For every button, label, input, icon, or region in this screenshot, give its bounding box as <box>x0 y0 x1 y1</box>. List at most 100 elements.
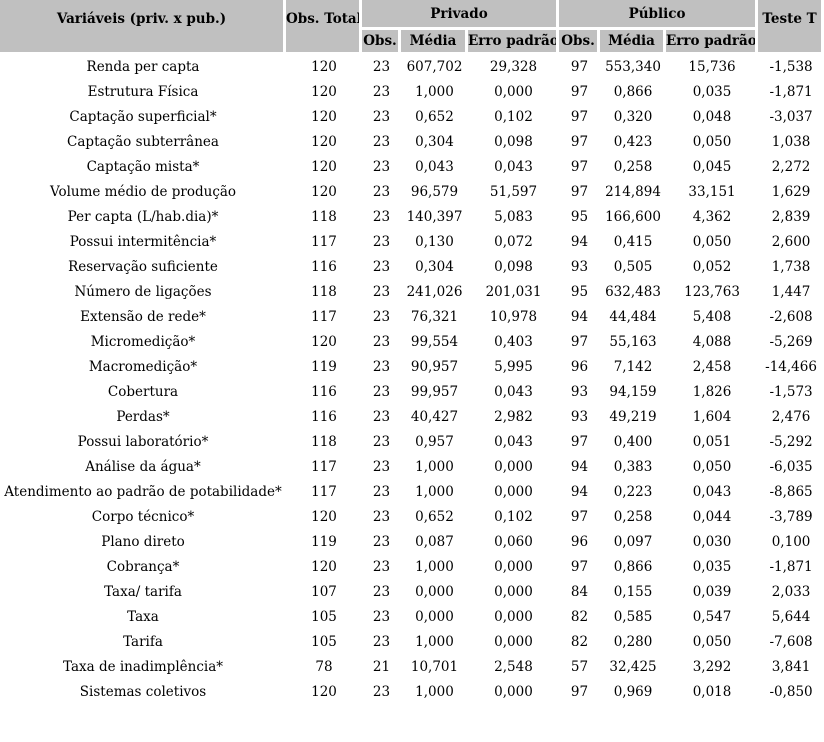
privado-media-cell: 241,026 <box>401 280 468 305</box>
publico-obs-cell: 97 <box>559 430 601 455</box>
privado-obs-cell: 21 <box>362 655 401 680</box>
table-row: Taxa 105 23 0,000 0,000 82 0,585 0,547 5… <box>0 605 824 630</box>
obs-total-cell: 118 <box>286 280 362 305</box>
t-test-comparison-table: Variáveis (priv. x pub.) Obs. Total Priv… <box>0 0 824 705</box>
obs-total-cell: 119 <box>286 355 362 380</box>
privado-erro-padrao-cell: 0,102 <box>468 505 560 530</box>
privado-obs-cell: 23 <box>362 105 401 130</box>
privado-obs-cell: 23 <box>362 480 401 505</box>
privado-obs-cell: 23 <box>362 80 401 105</box>
privado-erro-padrao-cell: 0,000 <box>468 455 560 480</box>
privado-media-cell: 0,304 <box>401 255 468 280</box>
privado-media-cell: 40,427 <box>401 405 468 430</box>
publico-media-cell: 632,483 <box>600 280 667 305</box>
col-header-publico-obs: Obs. <box>559 30 601 55</box>
col-header-publico-erro-padrao: Erro padrão <box>666 30 759 55</box>
privado-erro-padrao-cell: 51,597 <box>468 180 560 205</box>
publico-obs-cell: 97 <box>559 555 601 580</box>
obs-total-cell: 120 <box>286 330 362 355</box>
table-row: Renda per capta 120 23 607,702 29,328 97… <box>0 55 824 80</box>
privado-erro-padrao-cell: 0,000 <box>468 80 560 105</box>
table-row: Captação mista* 120 23 0,043 0,043 97 0,… <box>0 155 824 180</box>
privado-obs-cell: 23 <box>362 505 401 530</box>
col-header-privado-erro-padrao: Erro padrão <box>468 30 560 55</box>
privado-erro-padrao-cell: 10,978 <box>468 305 560 330</box>
publico-obs-cell: 82 <box>559 605 601 630</box>
publico-media-cell: 0,866 <box>600 80 667 105</box>
variable-name-cell: Perdas* <box>0 405 286 430</box>
privado-obs-cell: 23 <box>362 605 401 630</box>
variable-name-cell: Estrutura Física <box>0 80 286 105</box>
publico-media-cell: 49,219 <box>600 405 667 430</box>
obs-total-cell: 120 <box>286 55 362 80</box>
privado-obs-cell: 23 <box>362 530 401 555</box>
obs-total-cell: 120 <box>286 505 362 530</box>
table-header: Variáveis (priv. x pub.) Obs. Total Priv… <box>0 0 824 55</box>
privado-erro-padrao-cell: 0,102 <box>468 105 560 130</box>
privado-media-cell: 96,579 <box>401 180 468 205</box>
obs-total-cell: 120 <box>286 680 362 705</box>
privado-obs-cell: 23 <box>362 205 401 230</box>
privado-erro-padrao-cell: 0,043 <box>468 430 560 455</box>
publico-media-cell: 55,163 <box>600 330 667 355</box>
privado-obs-cell: 23 <box>362 130 401 155</box>
privado-obs-cell: 23 <box>362 680 401 705</box>
publico-media-cell: 0,320 <box>600 105 667 130</box>
publico-erro-padrao-cell: 0,035 <box>666 555 759 580</box>
publico-obs-cell: 93 <box>559 255 601 280</box>
col-header-privado-media: Média <box>401 30 468 55</box>
variable-name-cell: Plano direto <box>0 530 286 555</box>
publico-media-cell: 0,400 <box>600 430 667 455</box>
publico-erro-padrao-cell: 0,044 <box>666 505 759 530</box>
obs-total-cell: 117 <box>286 230 362 255</box>
privado-media-cell: 1,000 <box>401 455 468 480</box>
privado-erro-padrao-cell: 201,031 <box>468 280 560 305</box>
privado-obs-cell: 23 <box>362 555 401 580</box>
privado-media-cell: 0,957 <box>401 430 468 455</box>
table-row: Macromedição* 119 23 90,957 5,995 96 7,1… <box>0 355 824 380</box>
publico-erro-padrao-cell: 1,826 <box>666 380 759 405</box>
teste-t-cell: -3,789 <box>758 505 824 530</box>
col-group-publico: Público <box>559 0 759 30</box>
obs-total-cell: 78 <box>286 655 362 680</box>
variable-name-cell: Volume médio de produção <box>0 180 286 205</box>
privado-erro-padrao-cell: 5,083 <box>468 205 560 230</box>
privado-media-cell: 0,000 <box>401 580 468 605</box>
privado-obs-cell: 23 <box>362 430 401 455</box>
publico-obs-cell: 57 <box>559 655 601 680</box>
publico-erro-padrao-cell: 4,362 <box>666 205 759 230</box>
variable-name-cell: Captação superficial* <box>0 105 286 130</box>
variable-name-cell: Macromedição* <box>0 355 286 380</box>
publico-obs-cell: 94 <box>559 455 601 480</box>
publico-erro-padrao-cell: 0,547 <box>666 605 759 630</box>
privado-erro-padrao-cell: 0,000 <box>468 630 560 655</box>
publico-media-cell: 214,894 <box>600 180 667 205</box>
publico-erro-padrao-cell: 5,408 <box>666 305 759 330</box>
publico-obs-cell: 97 <box>559 680 601 705</box>
teste-t-cell: -1,871 <box>758 555 824 580</box>
teste-t-cell: -7,608 <box>758 630 824 655</box>
obs-total-cell: 118 <box>286 205 362 230</box>
variable-name-cell: Captação subterrânea <box>0 130 286 155</box>
obs-total-cell: 107 <box>286 580 362 605</box>
teste-t-cell: 2,839 <box>758 205 824 230</box>
privado-erro-padrao-cell: 0,043 <box>468 380 560 405</box>
publico-obs-cell: 94 <box>559 480 601 505</box>
variable-name-cell: Extensão de rede* <box>0 305 286 330</box>
teste-t-cell: -1,573 <box>758 380 824 405</box>
variable-name-cell: Número de ligações <box>0 280 286 305</box>
privado-media-cell: 1,000 <box>401 80 468 105</box>
publico-obs-cell: 93 <box>559 405 601 430</box>
teste-t-cell: 5,644 <box>758 605 824 630</box>
privado-media-cell: 1,000 <box>401 480 468 505</box>
publico-erro-padrao-cell: 0,052 <box>666 255 759 280</box>
table-row: Taxa de inadimplência* 78 21 10,701 2,54… <box>0 655 824 680</box>
publico-erro-padrao-cell: 0,050 <box>666 630 759 655</box>
publico-obs-cell: 82 <box>559 630 601 655</box>
table-row: Taxa/ tarifa 107 23 0,000 0,000 84 0,155… <box>0 580 824 605</box>
publico-erro-padrao-cell: 0,045 <box>666 155 759 180</box>
variable-name-cell: Tarifa <box>0 630 286 655</box>
publico-erro-padrao-cell: 0,050 <box>666 230 759 255</box>
col-header-obs-total: Obs. Total <box>286 0 362 55</box>
privado-media-cell: 0,652 <box>401 505 468 530</box>
